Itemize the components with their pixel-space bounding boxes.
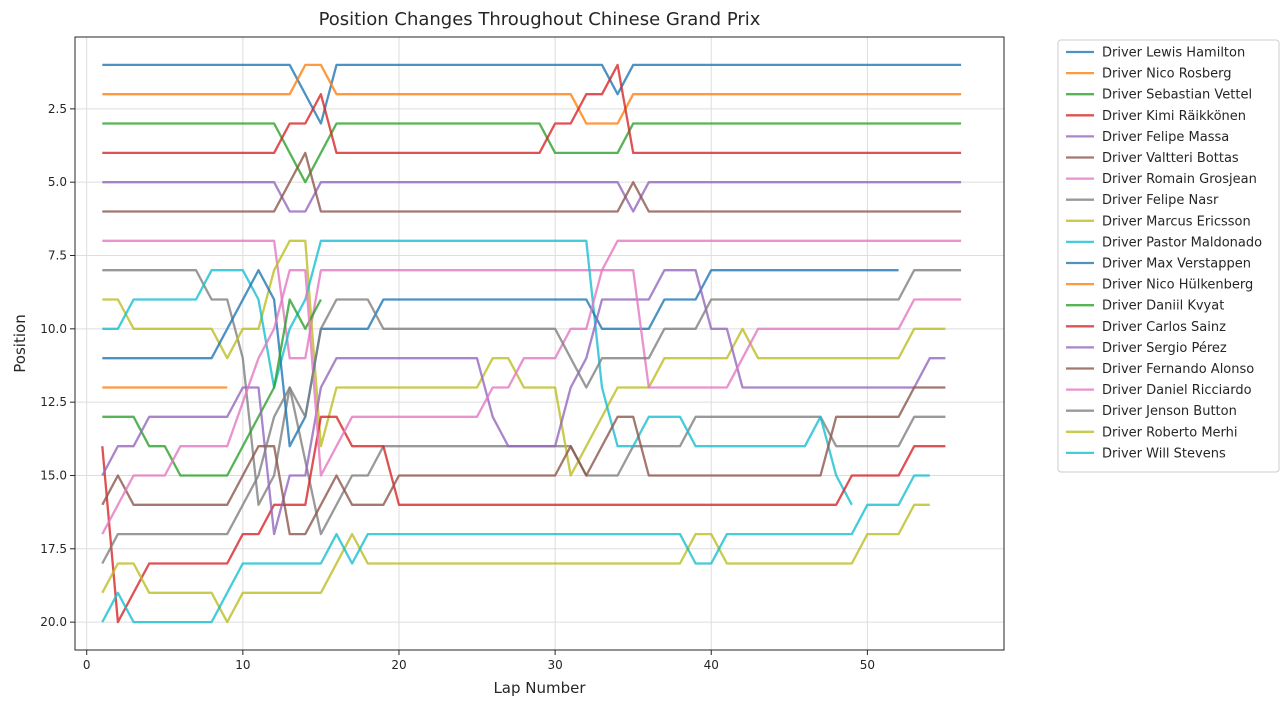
legend-entry: Driver Jenson Button: [1102, 404, 1237, 419]
x-tick-label: 30: [547, 658, 562, 672]
y-tick-label: 2.5: [48, 102, 67, 116]
x-axis: 0 10 20 30 40 50: [83, 650, 875, 672]
y-tick-label: 17.5: [40, 542, 67, 556]
x-tick-label: 0: [83, 658, 91, 672]
y-tick-label: 12.5: [40, 395, 67, 409]
legend-box: [1057, 39, 1280, 473]
legend-entry: Driver Sergio Pérez: [1102, 341, 1227, 356]
series-line-14: [101, 269, 946, 536]
series-line-3: [102, 63, 962, 155]
y-tick-label: 5.0: [48, 175, 67, 189]
series-line-18: [101, 503, 930, 624]
y-axis: 2.5 5.0 7.5 10.0 12.5 15.0 17.5 20.0: [40, 102, 75, 629]
y-tick-label: 7.5: [48, 249, 67, 263]
x-tick-label: 40: [704, 658, 719, 672]
chart-title: Position Changes Throughout Chinese Gran…: [319, 9, 761, 30]
series-line-5: [102, 151, 962, 213]
legend-entry: Driver Will Stevens: [1102, 446, 1226, 461]
series-line-15: [101, 386, 946, 536]
series-lines: [101, 63, 962, 624]
y-axis-label: Position: [11, 314, 29, 372]
legend-entry: Driver Carlos Sainz: [1102, 320, 1226, 335]
series-line-0: [102, 63, 962, 125]
legend-entry: Driver Felipe Massa: [1102, 130, 1229, 145]
x-tick-label: 10: [235, 658, 250, 672]
y-tick-label: 10.0: [40, 322, 67, 336]
legend-entry: Driver Daniil Kvyat: [1102, 299, 1224, 314]
series-line-2: [102, 122, 962, 184]
series-line-10: [102, 269, 899, 448]
series-line-1: [102, 63, 962, 125]
series-line-16: [101, 269, 962, 535]
legend-entry: Driver Nico Hülkenberg: [1102, 278, 1253, 293]
legend-entry: Driver Romain Grosjean: [1102, 172, 1257, 187]
series-line-19: [101, 474, 930, 624]
series-line-4: [102, 181, 962, 213]
legend-entry: Driver Nico Rosberg: [1102, 67, 1232, 82]
legend-entry: Driver Felipe Nasr: [1102, 193, 1219, 208]
legend-entry: Driver Sebastian Vettel: [1102, 88, 1252, 103]
legend-entry: Driver Fernando Alonso: [1102, 362, 1254, 377]
x-tick-label: 20: [391, 658, 406, 672]
legend: Driver Lewis Hamilton Driver Nico Rosberg…: [1057, 39, 1280, 473]
series-line-13: [101, 415, 946, 624]
series-line-9: [102, 239, 853, 506]
legend-entry: Driver Marcus Ericsson: [1102, 214, 1251, 229]
y-tick-label: 15.0: [40, 468, 67, 482]
grid: [75, 37, 1004, 650]
legend-entry: Driver Kimi Räikkönen: [1102, 109, 1246, 124]
series-line-17: [101, 269, 962, 565]
plot-frame: [74, 36, 1005, 651]
x-axis-label: Lap Number: [493, 679, 586, 697]
y-tick-label: 20.0: [40, 615, 67, 629]
x-tick-label: 50: [860, 658, 875, 672]
legend-entry: Driver Lewis Hamilton: [1102, 46, 1245, 61]
legend-entry: Driver Daniel Ricciardo: [1102, 383, 1252, 398]
legend-entry: Driver Valtteri Bottas: [1102, 151, 1239, 166]
legend-entry: Driver Pastor Maldonado: [1102, 235, 1262, 250]
legend-entry: Driver Roberto Merhi: [1102, 425, 1238, 440]
legend-entry: Driver Max Verstappen: [1102, 257, 1251, 272]
